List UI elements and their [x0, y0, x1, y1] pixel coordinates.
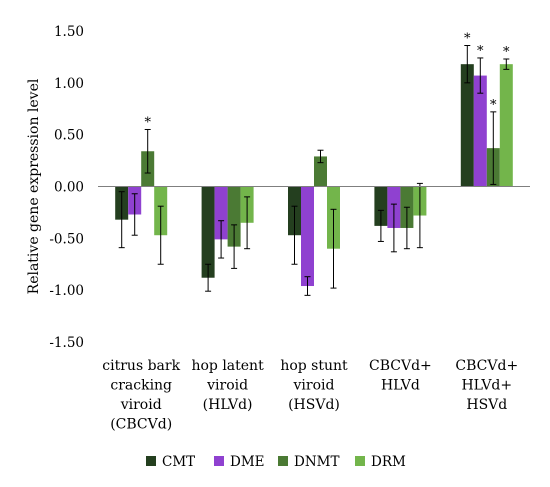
- bar-cmt-3: [374, 186, 388, 226]
- y-tick-label: 0.50: [54, 128, 84, 144]
- bar-cmt-1: [201, 186, 215, 278]
- bar-dme-1: [214, 186, 228, 240]
- legend-swatch-drm: [355, 456, 365, 466]
- bar-dme-2: [301, 186, 314, 287]
- x-category-label-line: CBCVd+: [369, 358, 432, 374]
- y-tick-label: 1.00: [54, 76, 84, 92]
- legend-label-cmt: CMT: [162, 454, 195, 470]
- x-category-label-line: HSVd: [466, 397, 507, 413]
- x-category-label-line: HLVd: [381, 378, 420, 394]
- legend-swatch-dme: [214, 456, 224, 466]
- legend-label-dme: DME: [230, 454, 265, 470]
- significance-marker: *: [490, 98, 497, 113]
- significance-marker: *: [503, 45, 510, 60]
- legend: CMT DME DNMT DRM: [146, 454, 406, 470]
- x-category-label: CBCVd+ HLVd: [369, 358, 432, 394]
- y-tick-label: -1.50: [49, 335, 84, 351]
- x-category-label-line: viroid: [120, 397, 162, 413]
- x-category-label-line: citrus bark: [102, 358, 180, 374]
- bar-drm-4: [499, 64, 513, 187]
- y-axis-label: Relative gene expression level: [26, 78, 42, 294]
- x-category-label-line: (HLVd): [203, 397, 253, 413]
- y-tick-label: -1.00: [49, 283, 84, 299]
- bar-dme-4: [473, 75, 487, 187]
- bars: [115, 64, 513, 287]
- error-bars: [118, 45, 510, 296]
- significance-marker: *: [144, 115, 151, 130]
- significance-marker: *: [464, 32, 471, 47]
- x-category-label-line: CBCVd+: [455, 358, 518, 374]
- significance-marker: *: [477, 44, 484, 59]
- x-category-label-line: (CBCVd): [110, 417, 172, 433]
- y-tick-label: 0.00: [54, 180, 84, 196]
- y-tick-label: -0.50: [49, 231, 84, 247]
- significance-markers: * * * * *: [144, 32, 510, 131]
- bar-cmt-4: [460, 64, 474, 187]
- x-category-label: CBCVd+ HLVd+ HSVd: [455, 358, 518, 413]
- y-axis-ticks: 1.50 1.00 0.50 0.00 -0.50 -1.00 -1.50: [49, 24, 84, 351]
- x-axis-category-labels: citrus bark cracking viroid (CBCVd) hop late…: [102, 358, 518, 433]
- bar-dnmt-1: [227, 186, 241, 247]
- x-category-label-line: cracking: [110, 378, 172, 394]
- x-category-label-line: viroid: [206, 378, 248, 394]
- x-category-label: hop latent viroid (HLVd): [191, 358, 264, 413]
- legend-swatch-cmt: [146, 456, 156, 466]
- legend-swatch-dnmt: [278, 456, 288, 466]
- y-tick-label: 1.50: [54, 24, 84, 40]
- x-category-label: citrus bark cracking viroid (CBCVd): [102, 358, 180, 433]
- x-category-label-line: hop stunt: [280, 358, 348, 374]
- x-category-label-line: (HSVd): [288, 397, 340, 413]
- x-category-label: hop stunt viroid (HSVd): [280, 358, 348, 413]
- x-category-label-line: HLVd+: [461, 378, 512, 394]
- bar-dnmt-2: [314, 156, 327, 187]
- x-category-label-line: viroid: [293, 378, 335, 394]
- legend-label-drm: DRM: [371, 454, 406, 470]
- x-category-label-line: hop latent: [191, 358, 264, 374]
- legend-label-dnmt: DNMT: [294, 454, 339, 470]
